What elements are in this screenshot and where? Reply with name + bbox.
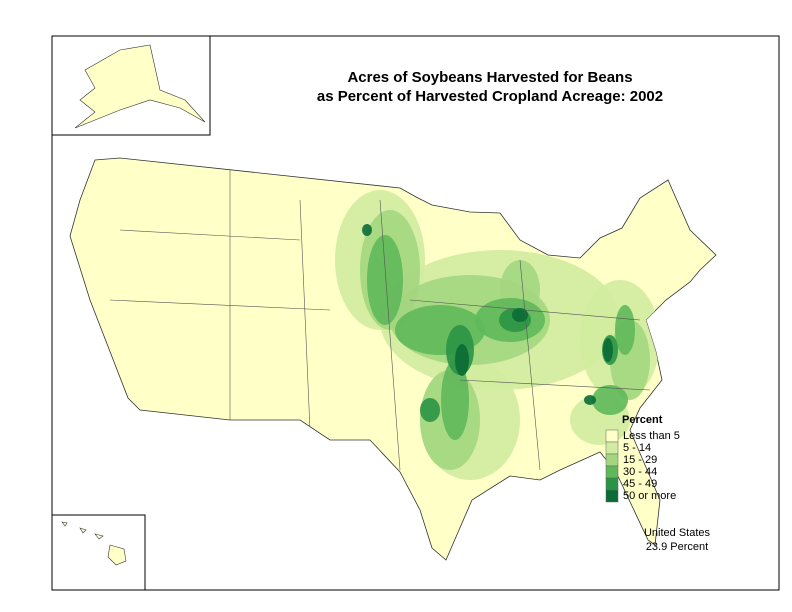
legend-label: 5 - 14 bbox=[623, 442, 651, 454]
title-line: Acres of Soybeans Harvested for Beans bbox=[347, 69, 632, 86]
county-shading bbox=[512, 308, 528, 322]
county-shading bbox=[584, 395, 596, 405]
legend-label: 45 - 49 bbox=[623, 478, 657, 490]
summary-region: United States bbox=[644, 527, 711, 539]
county-shading bbox=[362, 224, 372, 236]
frame bbox=[51, 35, 780, 591]
legend-swatch bbox=[605, 453, 619, 467]
legend-swatch bbox=[605, 429, 619, 443]
summary-value: 23.9 Percent bbox=[646, 541, 708, 553]
legend-label: Less than 5 bbox=[623, 430, 680, 442]
county-shading bbox=[615, 305, 635, 355]
legend-label: 50 or more bbox=[623, 490, 676, 502]
choropleth bbox=[335, 190, 660, 480]
alaska bbox=[74, 44, 206, 129]
hawaii-inset bbox=[51, 514, 146, 591]
county-shading bbox=[420, 398, 440, 422]
legend-swatch bbox=[605, 441, 619, 455]
legend-title: Percent bbox=[622, 414, 663, 426]
legend-swatch bbox=[605, 489, 619, 503]
state-borders bbox=[109, 170, 651, 471]
legend-label: 15 - 29 bbox=[623, 454, 657, 466]
county-shading bbox=[603, 338, 613, 362]
legend-swatch bbox=[605, 477, 619, 491]
legend-swatch bbox=[605, 465, 619, 479]
county-shading bbox=[367, 235, 403, 325]
county-shading bbox=[592, 385, 628, 415]
title-line: as Percent of Harvested Cropland Acreage… bbox=[317, 88, 663, 105]
county-shading bbox=[455, 344, 469, 376]
legend-label: 30 - 44 bbox=[623, 466, 657, 478]
hawaii bbox=[61, 521, 127, 566]
